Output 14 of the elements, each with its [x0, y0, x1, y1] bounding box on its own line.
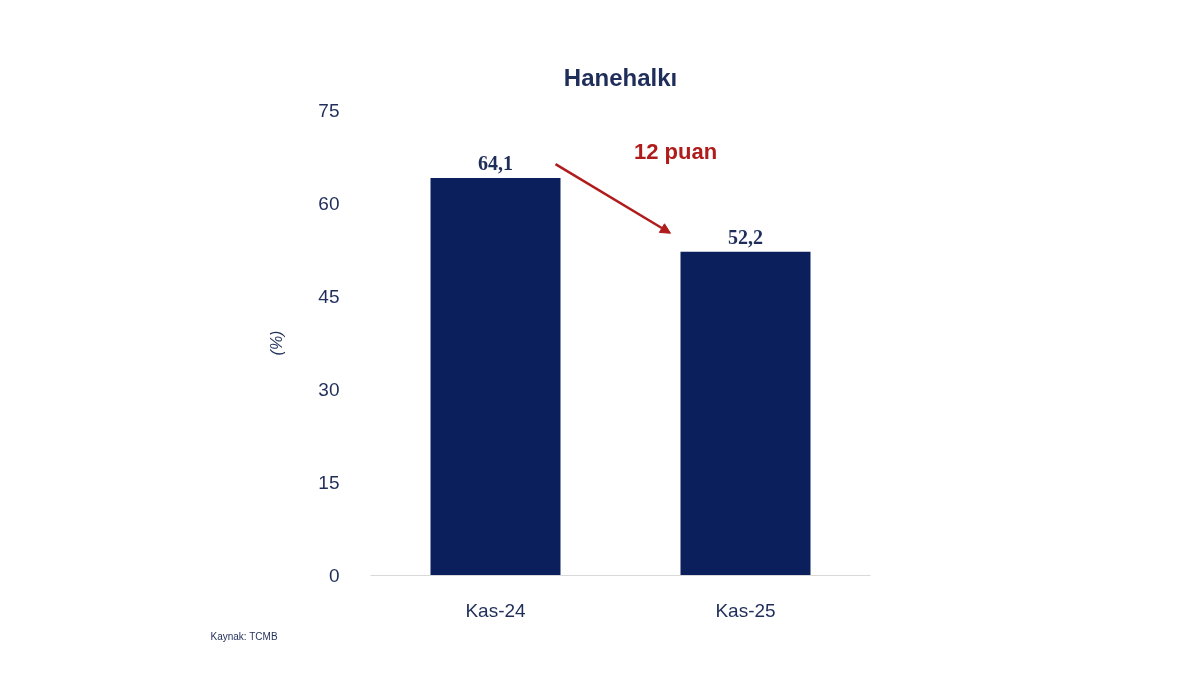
y-axis-title: (%): [268, 330, 286, 356]
y-tick-label: 75: [318, 100, 340, 121]
y-tick-label: 45: [318, 286, 340, 307]
x-tick-label: Kas-25: [715, 599, 776, 621]
text: Kaynak: TCMB: [210, 630, 278, 642]
y-tick-label: 30: [318, 379, 340, 400]
chart-title: Hanehalkı: [563, 63, 678, 91]
y-tick-label: 0: [328, 565, 340, 586]
data-label: 64,1: [478, 152, 513, 175]
annotation: 12 puan: [633, 139, 718, 165]
y-tick-label: 15: [318, 472, 340, 493]
y-tick-label: 60: [318, 193, 340, 214]
data-label: 52,2: [728, 225, 763, 248]
x-tick-label: Kas-24: [465, 599, 527, 621]
